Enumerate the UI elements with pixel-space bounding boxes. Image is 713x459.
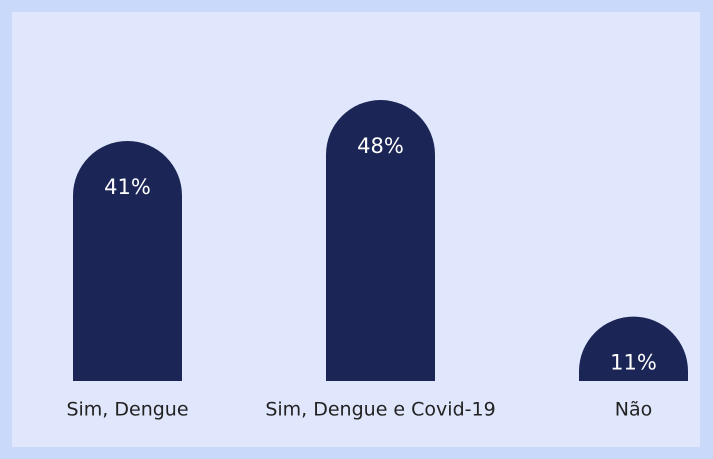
value-label: 48%	[357, 134, 404, 158]
category-label: Sim, Dengue e Covid-19	[265, 399, 495, 421]
bar	[579, 316, 688, 381]
bar	[326, 100, 435, 381]
category-label: Não	[615, 399, 652, 421]
value-label: 41%	[104, 175, 151, 199]
category-label: Sim, Dengue	[66, 399, 188, 421]
bar	[73, 140, 182, 381]
value-label: 11%	[610, 351, 657, 375]
